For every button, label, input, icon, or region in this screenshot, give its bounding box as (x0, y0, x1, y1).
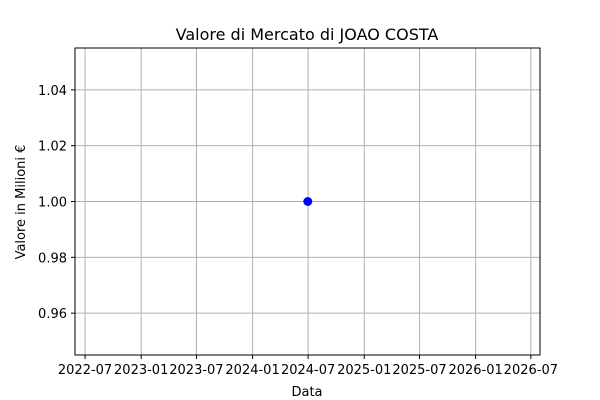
x-tick-label: 2026-07 (504, 363, 558, 378)
x-axis-ticks: 2022-07 2023-01 2023-07 2024-01 2024-07 2025-… (58, 355, 558, 378)
plot-area-frame (74, 47, 541, 356)
x-tick-label: 2022-07 (58, 363, 112, 378)
x-tick-label: 2026-01 (448, 363, 502, 378)
data-points (303, 197, 313, 206)
x-tick-label: 2025-07 (392, 363, 446, 378)
y-tick-label: 1.04 (38, 84, 67, 99)
y-tick-label: 0.98 (38, 251, 67, 266)
y-tick-label: 1.00 (38, 196, 67, 211)
y-axis-label: Valore in Milioni € (14, 145, 29, 260)
x-tick-label: 2023-01 (114, 363, 168, 378)
data-point (303, 197, 313, 206)
x-tick-label: 2023-07 (169, 363, 223, 378)
chart-title: Valore di Mercato di JOAO COSTA (176, 25, 439, 44)
y-axis-ticks: 0.96 0.98 1.00 1.02 1.04 (38, 84, 75, 322)
x-tick-label: 2024-01 (225, 363, 279, 378)
x-tick-label: 2024-07 (281, 363, 335, 378)
y-tick-label: 1.02 (38, 140, 67, 155)
y-tick-label: 0.96 (38, 307, 67, 322)
x-tick-label: 2025-01 (337, 363, 391, 378)
x-axis-label: Data (291, 385, 322, 400)
